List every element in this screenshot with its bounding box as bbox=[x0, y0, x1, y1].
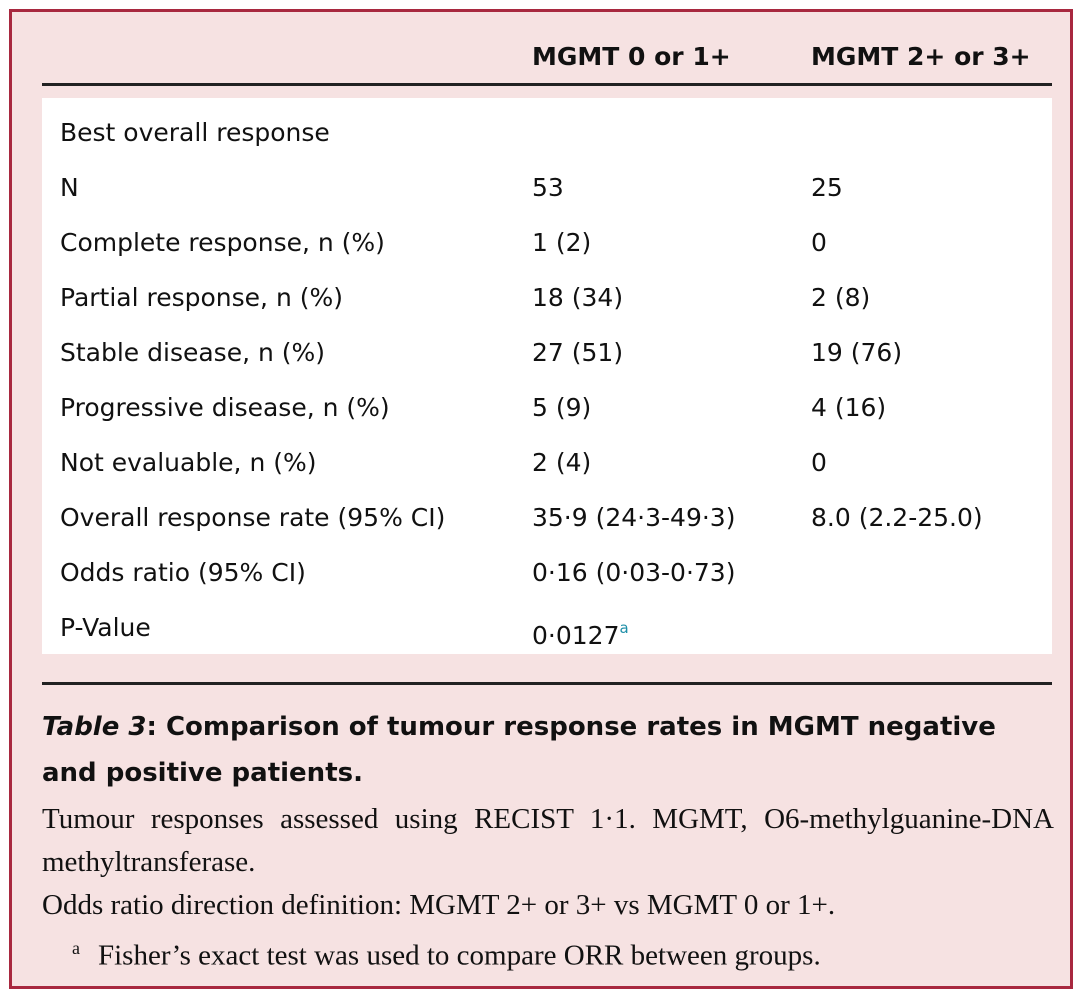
cell: 0 bbox=[811, 448, 827, 478]
notes: Tumour responses assessed using RECIST 1… bbox=[42, 798, 1054, 978]
cell: 8.0 (2.2-25.0) bbox=[811, 503, 983, 533]
table-body: Best overall response N 53 25 Complete respo… bbox=[42, 98, 1052, 654]
cell: 1 (2) bbox=[532, 228, 591, 258]
caption-text: : Comparison of tumour response rates in… bbox=[42, 712, 996, 788]
cell-value: 18 (34) bbox=[532, 283, 624, 312]
row-label: Odds ratio (95% CI) bbox=[60, 558, 306, 587]
cell: 25 bbox=[811, 173, 843, 203]
row-label: Complete response, n (%) bbox=[60, 228, 385, 257]
row-label: Best overall response bbox=[60, 118, 330, 147]
bottom-rule bbox=[42, 682, 1052, 685]
footnote-marker: a bbox=[72, 938, 80, 958]
note: Tumour responses assessed using RECIST 1… bbox=[42, 803, 1054, 878]
footnote-text: Fisher’s exact test was used to compare … bbox=[98, 939, 821, 972]
cell: 27 (51) bbox=[532, 338, 623, 368]
note: Odds ratio direction definition: MGMT 2+… bbox=[42, 889, 836, 921]
header-rule bbox=[42, 83, 1052, 86]
cell-value: 0 bbox=[811, 228, 827, 257]
cell: 2 (4) bbox=[532, 448, 591, 478]
cell: 0 bbox=[811, 228, 827, 258]
cell-value: 27 (51) bbox=[532, 338, 624, 367]
row-label: Not evaluable, n (%) bbox=[60, 448, 317, 477]
cell: 0·0127a bbox=[532, 613, 629, 651]
cell-value: 8.0 (2.2-25.0) bbox=[811, 503, 983, 532]
column-header: MGMT 0 or 1+ bbox=[532, 42, 731, 71]
row-label: Progressive disease, n (%) bbox=[60, 393, 390, 422]
row-label: Overall response rate (95% CI) bbox=[60, 503, 446, 532]
cell-value: 0 bbox=[811, 448, 827, 477]
cell: 35·9 (24·3-49·3) bbox=[532, 503, 735, 533]
note-marker: a bbox=[619, 619, 629, 637]
row-label: Partial response, n (%) bbox=[60, 283, 344, 312]
column-header: MGMT 2+ or 3+ bbox=[811, 42, 1031, 71]
footnote: a Fisher’s exact test was used to compare… bbox=[42, 927, 1054, 978]
cell-value: 19 (76) bbox=[811, 338, 903, 367]
row-label: Stable disease, n (%) bbox=[60, 338, 326, 367]
cell-value: 53 bbox=[532, 173, 564, 202]
cell: 53 bbox=[532, 173, 564, 203]
row-label: N bbox=[60, 173, 79, 202]
cell-value: 2 (4) bbox=[532, 448, 592, 477]
cell-value: 0·16 (0·03-0·73) bbox=[532, 558, 736, 587]
cell-value: 1 (2) bbox=[532, 228, 592, 257]
cell-value: 4 (16) bbox=[811, 393, 887, 422]
row-label: P-Value bbox=[60, 613, 151, 642]
cell: 5 (9) bbox=[532, 393, 591, 423]
cell: 19 (76) bbox=[811, 338, 902, 368]
cell: 2 (8) bbox=[811, 283, 870, 313]
cell-value: 0·0127 bbox=[532, 621, 620, 650]
caption: Table 3: Comparison of tumour response r… bbox=[42, 704, 1054, 796]
cell-value: 2 (8) bbox=[811, 283, 871, 312]
cell-value: 35·9 (24·3-49·3) bbox=[532, 503, 736, 532]
table-frame: MGMT 0 or 1+ MGMT 2+ or 3+ Best overall … bbox=[9, 9, 1073, 989]
cell: 4 (16) bbox=[811, 393, 886, 423]
caption-label: Table 3 bbox=[42, 712, 147, 742]
cell-value: 5 (9) bbox=[532, 393, 592, 422]
cell-value: 25 bbox=[811, 173, 843, 202]
cell: 0·16 (0·03-0·73) bbox=[532, 558, 735, 588]
cell: 18 (34) bbox=[532, 283, 623, 313]
